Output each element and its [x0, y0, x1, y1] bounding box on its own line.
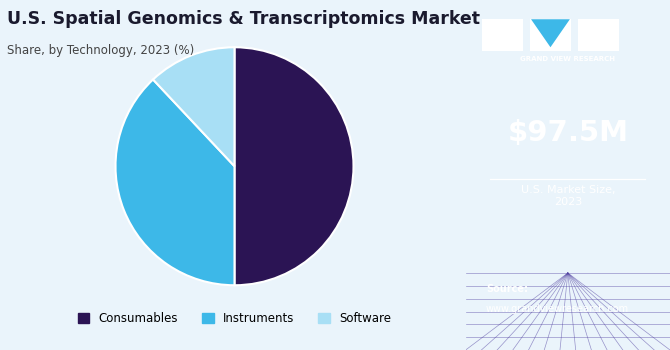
Wedge shape	[153, 47, 234, 166]
FancyBboxPatch shape	[482, 19, 523, 51]
Text: $97.5M: $97.5M	[507, 119, 628, 147]
Text: U.S. Spatial Genomics & Transcriptomics Market: U.S. Spatial Genomics & Transcriptomics …	[7, 10, 480, 28]
Polygon shape	[531, 19, 570, 47]
FancyBboxPatch shape	[578, 19, 619, 51]
Text: Share, by Technology, 2023 (%): Share, by Technology, 2023 (%)	[7, 44, 194, 57]
Legend: Consumables, Instruments, Software: Consumables, Instruments, Software	[73, 308, 396, 330]
FancyBboxPatch shape	[530, 19, 571, 51]
Wedge shape	[234, 47, 354, 285]
Text: Source:: Source:	[486, 284, 528, 294]
Text: www.grandviewresearch.com: www.grandviewresearch.com	[486, 304, 629, 315]
Text: GRAND VIEW RESEARCH: GRAND VIEW RESEARCH	[521, 56, 615, 62]
Text: U.S. Market Size,
2023: U.S. Market Size, 2023	[521, 186, 615, 207]
Wedge shape	[115, 79, 234, 285]
